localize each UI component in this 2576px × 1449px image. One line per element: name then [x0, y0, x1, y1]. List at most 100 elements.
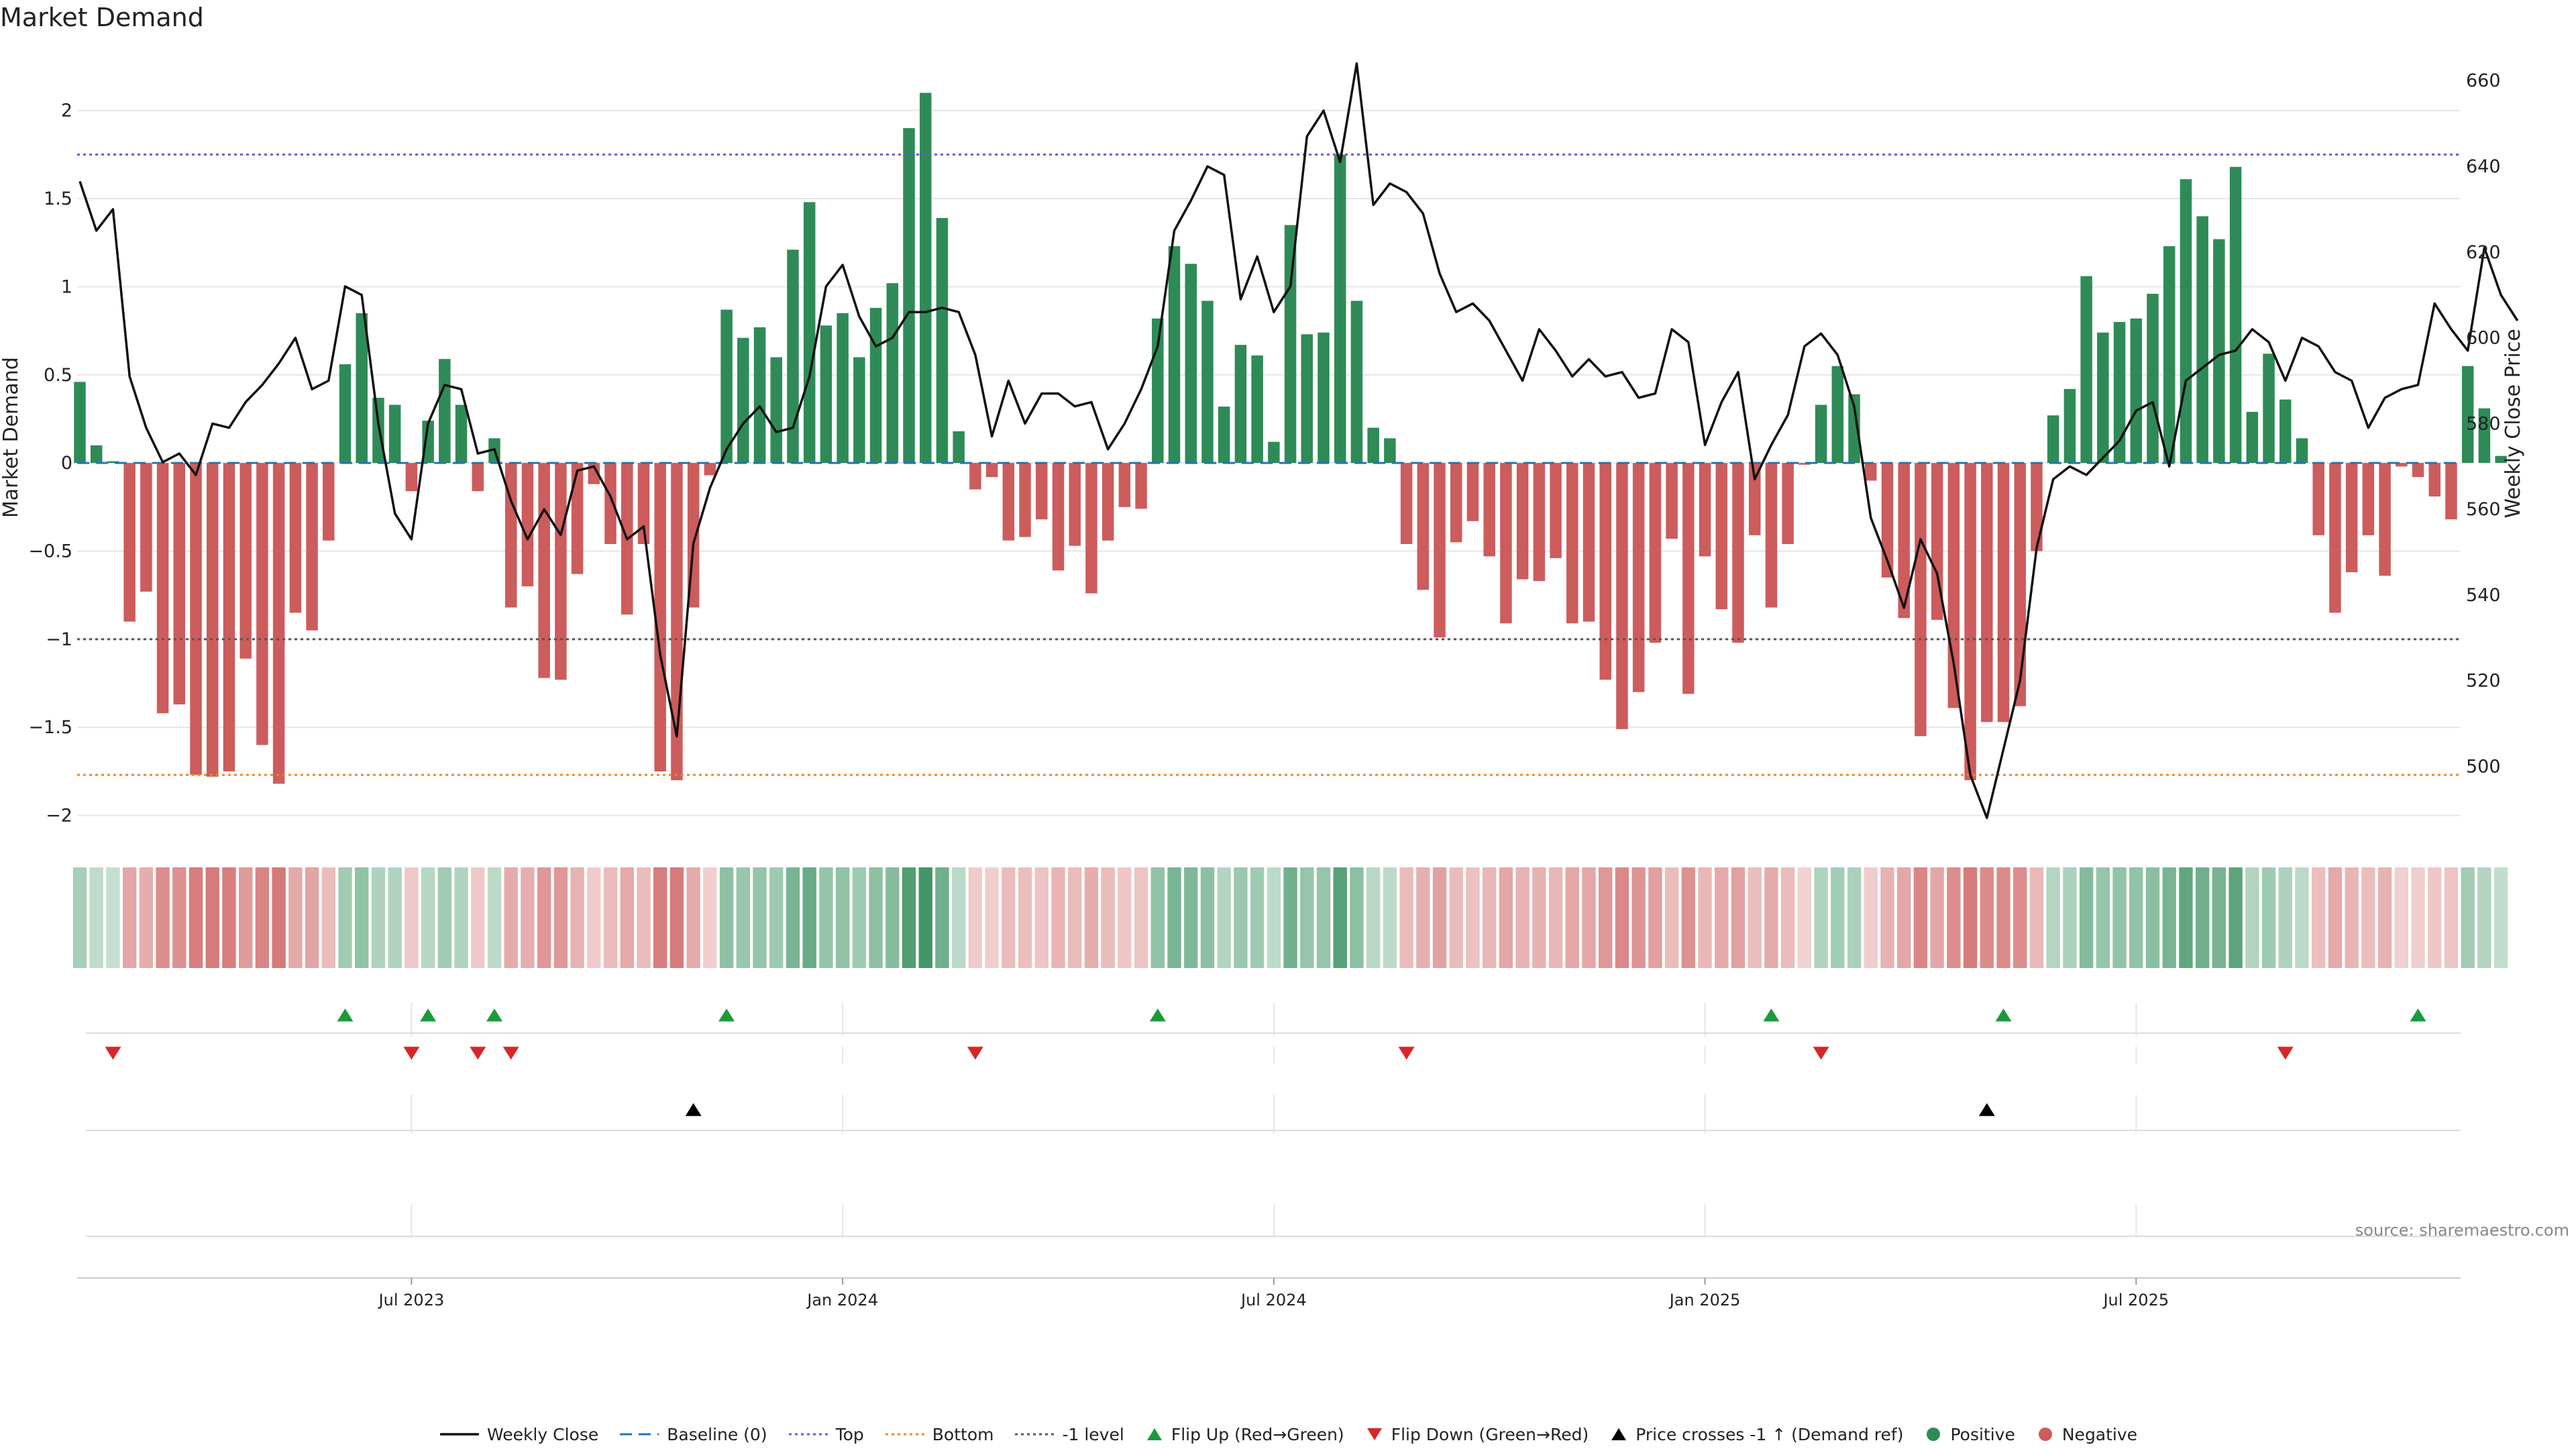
heat-cell — [1831, 867, 1845, 968]
demand-bar — [2196, 216, 2208, 464]
heat-cell — [106, 867, 120, 968]
legend-label: Bottom — [932, 1424, 994, 1444]
demand-bar — [2428, 463, 2440, 497]
demand-bar — [289, 463, 302, 613]
heat-cell — [2013, 867, 2027, 968]
heat-cell — [89, 867, 103, 968]
demand-bar — [1533, 463, 1546, 582]
flip-up-marker — [2410, 1008, 2426, 1022]
y2-axis-title: Weekly Close Price — [2502, 329, 2525, 518]
demand-bar — [2080, 276, 2092, 464]
heat-cell — [1034, 867, 1049, 968]
demand-bar — [2263, 354, 2275, 464]
demand-bar — [1019, 463, 1031, 537]
heat-cell — [1631, 867, 1646, 968]
heat-cell — [1399, 867, 1413, 968]
demand-bar — [2031, 463, 2043, 551]
heat-cell — [1565, 867, 1579, 968]
y-tick-label: 2 — [61, 101, 72, 121]
heat-cell — [1814, 867, 1828, 968]
demand-bar — [239, 463, 252, 659]
demand-bar — [323, 463, 335, 541]
demand-bar — [820, 325, 833, 464]
heat-cell — [570, 867, 584, 968]
demand-bar — [2246, 411, 2259, 464]
heat-cell — [1930, 867, 1944, 968]
demand-bar — [919, 93, 932, 464]
heat-cell — [2477, 867, 2491, 968]
demand-bar — [455, 405, 468, 464]
heat-cell — [935, 867, 949, 968]
demand-bar — [1550, 463, 1562, 559]
flip-down-marker — [403, 1046, 420, 1060]
flip-down-marker — [967, 1046, 983, 1060]
demand-bar — [1964, 463, 1976, 781]
heat-cell — [1748, 867, 1762, 968]
chart-title: Market Demand — [0, 3, 204, 32]
demand-bar — [2396, 463, 2408, 467]
demand-bar — [439, 359, 451, 464]
demand-bar — [1915, 463, 1927, 737]
legend-item-flip_up: Flip Up (Red→Green) — [1144, 1425, 1344, 1444]
demand-bar — [1649, 463, 1662, 643]
heat-cell — [852, 867, 867, 968]
demand-bar — [2063, 388, 2076, 464]
heat-cell — [1715, 867, 1729, 968]
heat-cell — [1483, 867, 1497, 968]
y-axis-title: Market Demand — [0, 357, 23, 518]
heat-cell — [703, 867, 717, 968]
y-tick-label: 0.5 — [44, 365, 72, 386]
heat-cell — [1996, 867, 2010, 968]
demand-bar — [2329, 463, 2341, 613]
demand-bar — [1715, 463, 1728, 610]
heat-cell — [885, 867, 900, 968]
legend-symbol — [1927, 1428, 1941, 1441]
demand-bar — [1052, 463, 1065, 571]
heat-cell — [918, 867, 932, 968]
y2-tick-label: 540 — [2466, 585, 2501, 606]
heat-cell — [1300, 867, 1314, 968]
demand-bar — [2047, 415, 2059, 464]
demand-bar — [1566, 463, 1578, 624]
heat-cell — [2295, 867, 2309, 968]
y2-tick-label: 640 — [2466, 156, 2501, 177]
legend-item-weekly_close: Weekly Close — [439, 1425, 598, 1444]
demand-bar — [1002, 463, 1015, 541]
legend-item-bottom: Bottom — [884, 1425, 994, 1444]
heat-cell — [669, 867, 684, 968]
demand-bar — [1400, 463, 1413, 544]
demand-bar — [1997, 463, 2010, 722]
demand-bar — [1102, 463, 1114, 541]
demand-bar — [770, 357, 782, 464]
heat-cell — [2361, 867, 2375, 968]
heat-cell — [968, 867, 983, 968]
demand-bar — [1284, 225, 1297, 464]
legend-symbol — [885, 1433, 924, 1436]
heat-cell — [355, 867, 369, 968]
heat-cell — [222, 867, 236, 968]
demand-bar — [123, 463, 136, 622]
demand-bar — [1334, 154, 1346, 464]
heat-cell — [405, 867, 419, 968]
heat-cell — [951, 867, 966, 968]
demand-bar — [1069, 463, 1081, 546]
demand-bar — [1931, 463, 1943, 620]
demand-bar — [1118, 463, 1131, 507]
demand-bar — [2495, 455, 2507, 464]
heat-cell — [753, 867, 767, 968]
heat-cell — [471, 867, 485, 968]
heat-cell — [1664, 867, 1679, 968]
demand-bar — [405, 463, 418, 492]
y-tick-label: −1.5 — [28, 717, 72, 738]
heat-cell — [802, 867, 816, 968]
demand-bar — [1881, 463, 1894, 578]
heat-cell — [2345, 867, 2359, 968]
demand-bar — [90, 445, 103, 464]
demand-bar — [1301, 334, 1313, 464]
y2-tick-label: 660 — [2466, 70, 2501, 91]
heat-cell — [388, 867, 402, 968]
y-tick-label: 0 — [61, 453, 72, 474]
heat-cell — [2195, 867, 2210, 968]
demand-bar — [2445, 463, 2457, 520]
heat-cell — [1548, 867, 1563, 968]
